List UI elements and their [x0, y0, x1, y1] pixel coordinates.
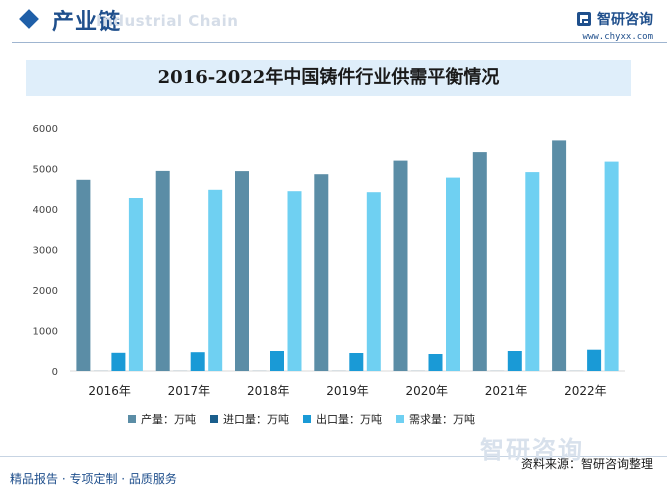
- x-tick-label: 2020年: [406, 384, 449, 398]
- legend-label-production: 产量：万吨: [141, 413, 196, 426]
- legend-label-demand: 需求量：万吨: [409, 413, 475, 426]
- bar-demand: [208, 189, 223, 371]
- bar-export: [111, 352, 126, 371]
- bar-demand: [446, 177, 460, 371]
- bar-production: [472, 152, 487, 371]
- bar-chart: 0 1000 2000 3000 4000 5000 6000 2016年 2017年 2018年…: [33, 124, 625, 398]
- legend-swatch-export: [303, 415, 311, 423]
- bar-export: [190, 352, 205, 371]
- section-title: 产业链: [52, 10, 122, 35]
- x-tick-label: 2019年: [326, 384, 369, 398]
- bar-production: [155, 170, 170, 371]
- x-tick-label: 2017年: [168, 384, 211, 398]
- bar-export: [507, 351, 522, 371]
- legend-item-import: 进口量：万吨: [210, 411, 289, 427]
- bar-production: [552, 140, 567, 371]
- legend-item-demand: 需求量：万吨: [396, 411, 475, 427]
- legend-item-production: 产量：万吨: [128, 411, 196, 427]
- x-tick-label: 2021年: [485, 384, 528, 398]
- chart-title: 2016-2022年中国铸件行业供需平衡情况: [157, 67, 500, 88]
- bar-demand: [287, 191, 302, 371]
- bar-export: [587, 349, 602, 371]
- footer-divider: [0, 456, 667, 457]
- bar-export: [428, 354, 443, 371]
- bar-demand: [366, 192, 381, 371]
- brand-url: www.chyxx.com: [582, 32, 653, 42]
- legend: 产量：万吨 进口量：万吨 出口量：万吨 需求量：万吨: [128, 411, 489, 427]
- y-tick-label: 6000: [33, 124, 58, 135]
- brand-logo-icon: [577, 12, 591, 26]
- legend-label-export: 出口量：万吨: [316, 413, 382, 426]
- bar-production: [235, 171, 249, 371]
- chart-title-band: 2016-2022年中国铸件行业供需平衡情况: [26, 60, 631, 96]
- brand: 智研咨询: [576, 9, 653, 29]
- legend-swatch-import: [210, 415, 218, 423]
- x-tick-label: 2022年: [564, 384, 607, 398]
- header-divider: [12, 42, 667, 43]
- legend-item-export: 出口量：万吨: [303, 411, 382, 427]
- y-tick-label: 1000: [33, 327, 58, 338]
- bar-demand: [525, 172, 540, 371]
- bar-production: [393, 160, 408, 371]
- footer-tagline: 精品报告 · 专项定制 · 品质服务: [10, 472, 177, 486]
- y-tick-label: 2000: [33, 286, 58, 297]
- section-subtitle-watermark: Industrial Chain: [96, 12, 239, 30]
- y-tick-label: 3000: [33, 246, 58, 257]
- bar-production: [314, 174, 329, 371]
- brand-name: 智研咨询: [597, 12, 653, 28]
- bar-demand: [604, 161, 619, 371]
- bar-export: [270, 351, 284, 371]
- header-bar: 产业链 Industrial Chain 智研咨询 www.chyxx.com: [0, 0, 667, 46]
- y-tick-label: 4000: [33, 205, 58, 216]
- legend-label-import: 进口量：万吨: [223, 413, 289, 426]
- legend-swatch-demand: [396, 415, 404, 423]
- bar-production: [76, 179, 91, 371]
- footer-watermark: 智研咨询: [480, 436, 584, 464]
- x-tick-label: 2018年: [247, 384, 290, 398]
- footer-bar: [0, 454, 667, 498]
- x-tick-label: 2016年: [88, 384, 131, 398]
- bar-export: [349, 353, 364, 371]
- footer-source: 资料来源：智研咨询整理: [520, 457, 653, 471]
- y-tick-label: 0: [52, 367, 58, 378]
- bar-demand: [128, 198, 143, 371]
- y-tick-label: 5000: [33, 165, 58, 176]
- legend-swatch-production: [128, 415, 136, 423]
